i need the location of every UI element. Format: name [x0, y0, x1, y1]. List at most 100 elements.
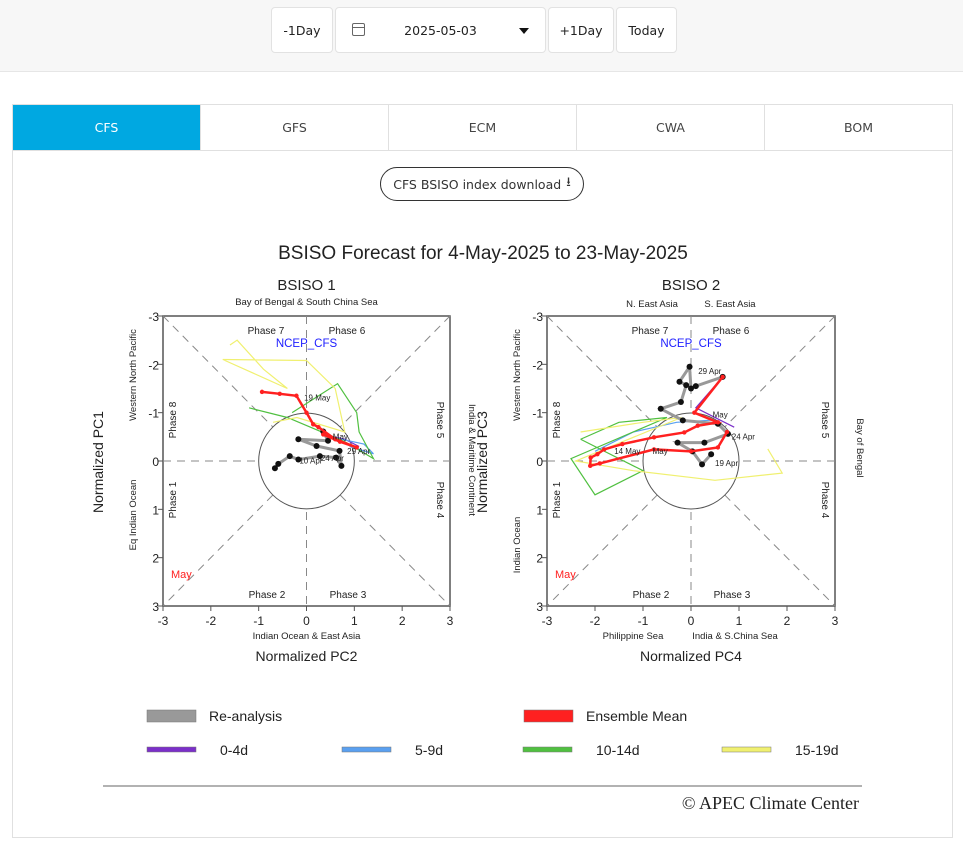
reanalysis-point	[683, 382, 690, 389]
y-tick-label: 1	[536, 503, 543, 517]
ensemble-mean-point	[277, 391, 282, 397]
legend-label: 5-9d	[415, 742, 443, 758]
tab-gfs[interactable]: GFS	[201, 105, 389, 150]
y-axis-title: Normalized PC1	[90, 411, 106, 513]
ensemble-mean-point	[724, 429, 730, 435]
ensemble-mean-point	[337, 439, 343, 444]
legend-swatch	[522, 746, 573, 753]
ensemble-mean-point	[588, 463, 593, 469]
phase-label: Phase 5	[434, 402, 445, 439]
ensemble-mean-point	[651, 435, 657, 440]
phase-label: Phase 2	[633, 590, 670, 601]
member-trace-15-19d	[222, 339, 346, 433]
phase-divider	[546, 315, 836, 607]
reanalysis-point	[271, 465, 278, 472]
region-label: India & S.China Sea	[692, 631, 778, 642]
tab-bom[interactable]: BOM	[844, 120, 873, 135]
y-tick-label: 1	[152, 503, 159, 517]
date-value: 2025-05-03	[404, 23, 477, 38]
y-tick-label: 3	[152, 600, 159, 614]
ensemble-mean-point	[601, 447, 607, 452]
region-label: N. East Asia	[626, 299, 678, 310]
x-axis-title: Normalized PC4	[640, 648, 742, 664]
phase-label: Phase 6	[713, 326, 750, 337]
tab-ecm[interactable]: ECM	[389, 105, 577, 150]
today-button[interactable]: Today	[616, 7, 677, 53]
reanalysis-point	[708, 451, 715, 458]
tab-cwa[interactable]: CWA	[577, 105, 765, 150]
next-day-button[interactable]: +1Day	[548, 7, 614, 53]
ensemble-mean-point	[595, 452, 600, 457]
reanalysis-point	[688, 385, 694, 392]
member-trace-10-14d	[248, 382, 376, 461]
legend-swatch	[721, 746, 772, 753]
legend-swatch	[341, 746, 392, 753]
point-label: 14 May	[614, 447, 640, 456]
ensemble-mean-point	[695, 423, 700, 428]
download-icon: ⭳	[566, 175, 571, 190]
legend-swatch	[146, 709, 197, 723]
ensemble-mean-point	[715, 445, 721, 450]
ensemble-mean-point	[321, 432, 326, 437]
y-axis-title: Normalized PC3	[474, 411, 490, 513]
reanalysis-point	[338, 462, 345, 469]
legend-label: 10-14d	[596, 742, 640, 758]
reanalysis-point	[701, 439, 708, 446]
download-button[interactable]: CFS BSISO index download ⭳	[380, 167, 584, 201]
y-tick-label: 2	[536, 552, 543, 566]
month-label: May	[555, 569, 576, 581]
y-tick-label: -2	[148, 358, 159, 372]
x-tick-label: -2	[205, 614, 216, 628]
region-label: Eq Indian Ocean	[128, 480, 139, 551]
phase-label: Phase 4	[434, 482, 445, 519]
ensemble-mean-point	[304, 410, 309, 415]
point-label: May	[713, 411, 728, 420]
phase-label: Phase 3	[714, 590, 751, 601]
date-toolbar: -1Day 2025-05-03 +1Day Today	[0, 0, 963, 72]
x-tick-label: -3	[542, 614, 553, 628]
phase-label: Phase 1	[168, 481, 179, 518]
x-axis-title: Normalized PC2	[256, 648, 358, 664]
point-label: 24 Apr	[732, 432, 755, 441]
legend-label: Ensemble Mean	[586, 708, 687, 724]
x-tick-label: 0	[303, 614, 310, 628]
ensemble-mean-point	[588, 455, 593, 460]
point-label: 24 Apr	[321, 454, 344, 463]
plot-title: BSISO 2	[662, 277, 720, 294]
reanalysis-trace	[656, 362, 731, 467]
reanalysis-point	[677, 399, 684, 406]
region-label: Indian Ocean & East Asia	[253, 631, 361, 642]
model-tabs: CFS GFS ECM CWA BOM	[13, 105, 952, 151]
phase-divider	[162, 315, 451, 607]
reanalysis-point	[336, 447, 343, 454]
reanalysis-point	[692, 383, 699, 390]
reanalysis-point	[657, 405, 664, 412]
phase-label: Phase 4	[819, 482, 830, 519]
member-trace-15-19d	[573, 416, 784, 481]
download-label: CFS BSISO index download	[393, 176, 562, 192]
reanalysis-point	[699, 461, 706, 468]
x-tick-label: -1	[638, 614, 649, 628]
phase-label: Phase 8	[168, 401, 179, 438]
phase-label: Phase 8	[552, 401, 563, 438]
region-label: Bay of Bengal & South China Sea	[235, 297, 378, 308]
phase-label: Phase 5	[819, 402, 830, 439]
tab-cfs[interactable]: CFS	[13, 105, 201, 150]
model-label: NCEP_CFS	[660, 338, 722, 350]
ensemble-mean-point	[720, 374, 725, 380]
point-label: May	[333, 432, 348, 441]
y-tick-label: 0	[536, 455, 543, 469]
date-picker[interactable]: 2025-05-03	[335, 7, 546, 53]
point-label: 10 Apr	[299, 456, 322, 465]
reanalysis-point	[316, 453, 323, 460]
point-label: 29 Apr	[347, 447, 370, 456]
member-trace-10-14d	[570, 416, 668, 496]
reanalysis-point	[679, 417, 686, 424]
phase-label: Phase 7	[248, 326, 285, 337]
y-tick-label: 2	[152, 552, 159, 566]
reanalysis-point	[295, 456, 302, 463]
ensemble-mean-point	[620, 441, 625, 447]
reanalysis-point	[676, 378, 683, 385]
prev-day-button[interactable]: -1Day	[271, 7, 333, 53]
